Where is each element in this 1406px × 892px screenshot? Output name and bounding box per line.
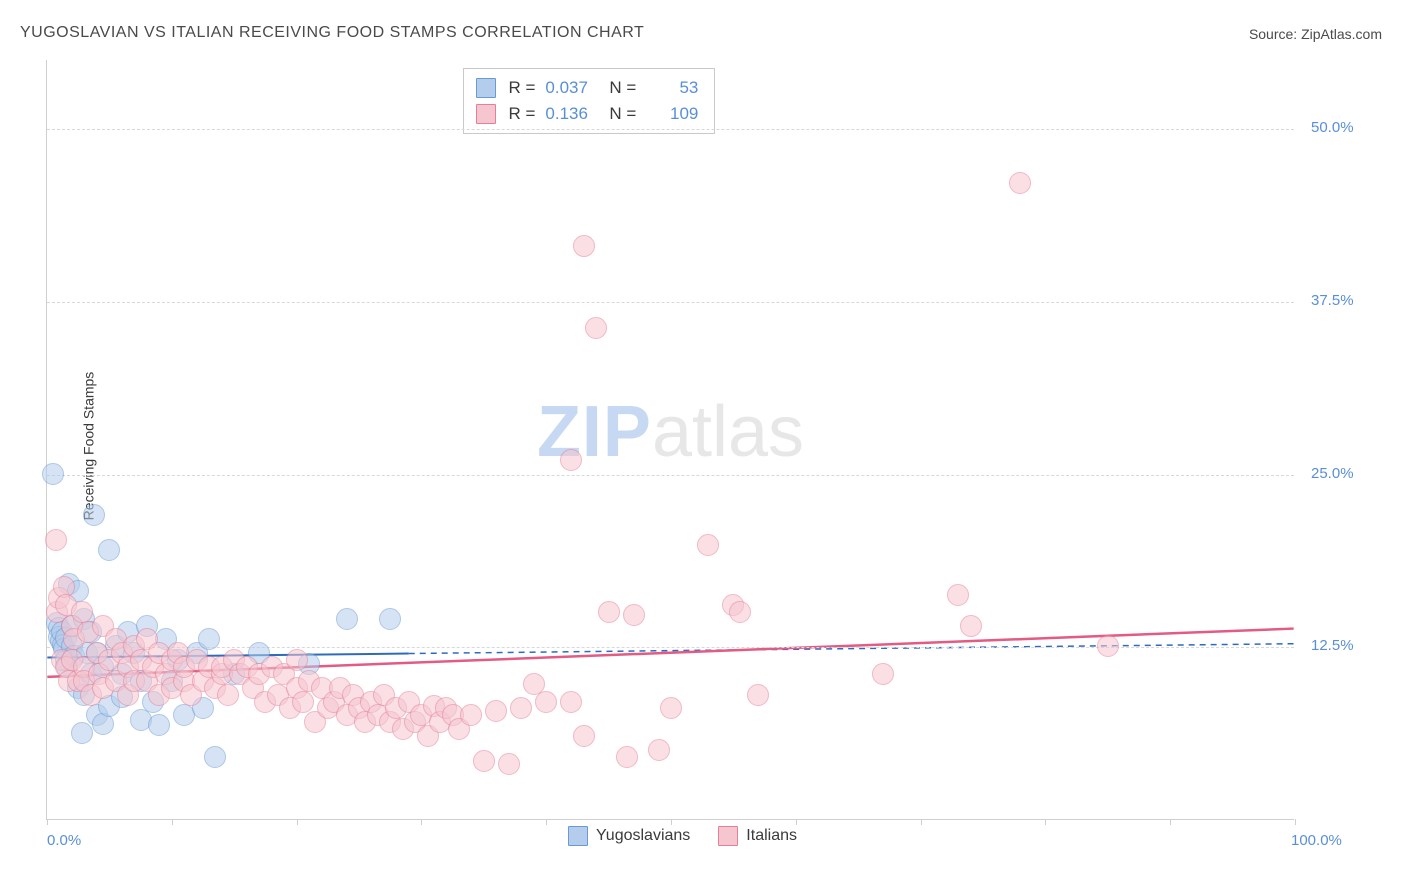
data-point	[747, 684, 769, 706]
data-point	[292, 691, 314, 713]
stat-n-label: N =	[609, 75, 636, 101]
data-point	[697, 534, 719, 556]
data-point	[286, 649, 308, 671]
x-tick	[421, 819, 422, 825]
x-tick-label-min: 0.0%	[47, 832, 81, 849]
x-tick	[297, 819, 298, 825]
watermark-zip: ZIP	[537, 391, 652, 471]
source-attribution: Source: ZipAtlas.com	[1249, 26, 1382, 42]
gridline	[47, 302, 1294, 303]
stat-n-label: N =	[609, 101, 636, 127]
data-point	[460, 704, 482, 726]
scatter-plot-area: ZIPatlas R =0.037N =53R =0.136N =109 12.…	[46, 60, 1294, 820]
data-point	[1097, 635, 1119, 657]
data-point	[1009, 172, 1031, 194]
data-point	[560, 449, 582, 471]
stat-r-value: 0.037	[545, 75, 597, 101]
x-tick	[1045, 819, 1046, 825]
data-point	[473, 750, 495, 772]
x-tick	[172, 819, 173, 825]
data-point	[148, 714, 170, 736]
y-tick-label: 37.5%	[1311, 292, 1354, 309]
x-tick	[1295, 819, 1296, 825]
series-swatch	[476, 104, 496, 124]
stat-r-label: R =	[508, 75, 535, 101]
data-point	[98, 539, 120, 561]
y-tick-label: 50.0%	[1311, 119, 1354, 136]
source-label: Source:	[1249, 26, 1297, 42]
data-point	[71, 722, 93, 744]
bottom-legend: Yugoslavians Italians	[568, 826, 797, 846]
data-point	[872, 663, 894, 685]
stats-row: R = 0.037 N = 53	[476, 75, 698, 101]
x-tick	[671, 819, 672, 825]
data-point	[71, 601, 93, 623]
trend-line-dashed	[409, 644, 1294, 654]
x-tick	[546, 819, 547, 825]
legend-item: Italians	[718, 826, 797, 846]
data-point	[45, 529, 67, 551]
data-point	[535, 691, 557, 713]
data-point	[83, 504, 105, 526]
data-point	[623, 604, 645, 626]
stat-n-value: 53	[646, 75, 698, 101]
legend-swatch	[718, 826, 738, 846]
x-tick	[921, 819, 922, 825]
stats-legend-box: R = 0.037 N = 53 R = 0.136 N = 109	[463, 68, 715, 134]
legend-item: Yugoslavians	[568, 826, 690, 846]
data-point	[585, 317, 607, 339]
data-point	[510, 697, 532, 719]
x-tick-label-max: 100.0%	[1291, 832, 1354, 849]
data-point	[648, 739, 670, 761]
legend-swatch	[568, 826, 588, 846]
data-point	[960, 615, 982, 637]
x-tick	[1170, 819, 1171, 825]
data-point	[217, 684, 239, 706]
data-point	[598, 601, 620, 623]
chart-title: YUGOSLAVIAN VS ITALIAN RECEIVING FOOD ST…	[20, 24, 644, 42]
data-point	[573, 725, 595, 747]
x-tick	[47, 819, 48, 825]
stats-row: R = 0.136 N = 109	[476, 101, 698, 127]
data-point	[42, 463, 64, 485]
stat-n-value: 109	[646, 101, 698, 127]
watermark-atlas: atlas	[652, 391, 804, 471]
data-point	[498, 753, 520, 775]
legend-label: Yugoslavians	[596, 827, 690, 845]
source-value: ZipAtlas.com	[1301, 26, 1382, 42]
x-tick	[796, 819, 797, 825]
data-point	[616, 746, 638, 768]
data-point	[947, 584, 969, 606]
stat-r-label: R =	[508, 101, 535, 127]
data-point	[660, 697, 682, 719]
data-point	[573, 235, 595, 257]
gridline	[47, 129, 1294, 130]
data-point	[204, 746, 226, 768]
gridline	[47, 475, 1294, 476]
data-point	[379, 608, 401, 630]
legend-label: Italians	[746, 827, 797, 845]
y-tick-label: 12.5%	[1311, 637, 1354, 654]
data-point	[336, 608, 358, 630]
data-point	[729, 601, 751, 623]
stat-r-value: 0.136	[545, 101, 597, 127]
series-swatch	[476, 78, 496, 98]
data-point	[560, 691, 582, 713]
data-point	[198, 628, 220, 650]
data-point	[485, 700, 507, 722]
y-tick-label: 25.0%	[1311, 465, 1354, 482]
